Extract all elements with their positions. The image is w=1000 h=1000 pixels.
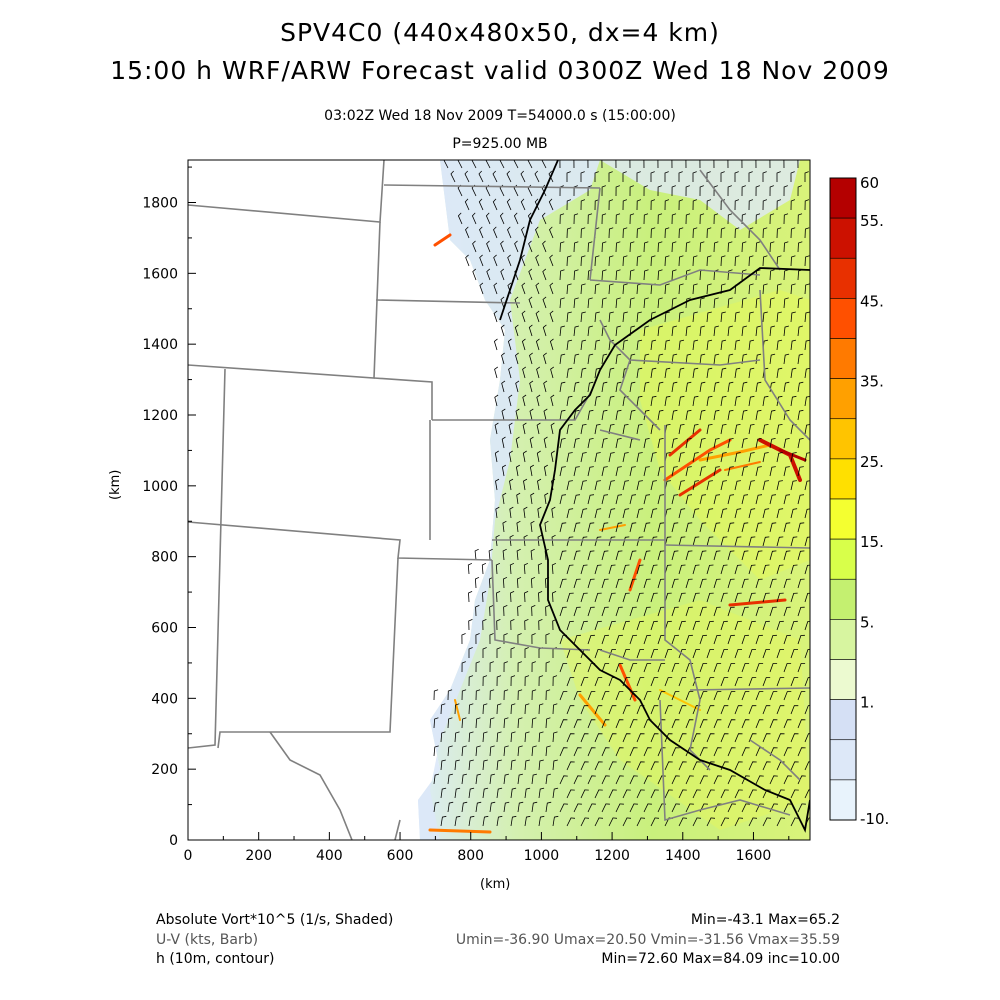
y-axis: 0 200 400 600 800 1000 1200 1400 1600 1800 <box>142 166 196 849</box>
colorbar-label: -10. <box>860 810 889 828</box>
state-boundaries <box>188 160 810 840</box>
y-tick-label: 0 <box>169 833 178 849</box>
y-tick-label: 400 <box>151 691 178 707</box>
colorbar-label: 25. <box>860 453 884 471</box>
x-tick-label: 1600 <box>736 848 772 864</box>
colorbar-swatch <box>829 578 857 620</box>
legend-height-label: h (10m, contour) <box>156 951 275 967</box>
x-tick-label: 400 <box>316 848 343 864</box>
colorbar-swatch <box>829 257 857 299</box>
colorbar-label: 60 <box>860 174 879 192</box>
barb-field <box>433 160 810 827</box>
colorbar-swatch <box>829 418 857 460</box>
legend-height-range: Min=72.60 Max=84.09 inc=10.00 <box>601 951 840 967</box>
colorbar-swatch <box>829 177 857 219</box>
height-contours <box>499 160 810 833</box>
x-tick-label: 600 <box>387 848 414 864</box>
colorbar-border <box>829 177 857 821</box>
colorbar-label: 35. <box>860 373 884 391</box>
colorbar-swatch <box>829 458 857 500</box>
colorbar-label: 1. <box>860 694 874 712</box>
x-tick-label: 1000 <box>524 848 560 864</box>
colorbar-swatch <box>829 378 857 420</box>
x-tick-label: 200 <box>245 848 272 864</box>
colorbar-swatch <box>829 699 857 741</box>
colorbar-swatch <box>829 498 857 540</box>
colorbar-swatch <box>829 338 857 379</box>
valid-time-line: 03:02Z Wed 18 Nov 2009 T=54000.0 s (15:0… <box>324 108 676 124</box>
colorbar-swatch <box>829 298 857 339</box>
y-tick-label: 1200 <box>142 408 178 424</box>
y-tick-label: 1400 <box>142 337 178 353</box>
legend-vorticity-label: Absolute Vort*10^5 (1/s, Shaded) <box>156 912 394 928</box>
y-tick-label: 200 <box>151 762 178 778</box>
y-tick-label: 1000 <box>142 479 178 495</box>
colorbar-swatch <box>829 619 857 660</box>
colorbar-label: 45. <box>860 292 884 310</box>
y-tick-label: 600 <box>151 621 178 637</box>
colorbar-swatch <box>829 538 857 580</box>
legend-barb-label: U-V (kts, Barb) <box>156 932 259 948</box>
wind-barbs <box>433 160 810 827</box>
colorbar-swatch <box>829 217 857 259</box>
y-axis-label: (km) <box>108 469 123 500</box>
x-tick-label: 0 <box>184 848 193 864</box>
pressure-level: P=925.00 MB <box>452 136 548 152</box>
legend-barb-range: Umin=-36.90 Umax=20.50 Vmin=-31.56 Vmax=… <box>455 932 840 948</box>
y-tick-label: 1800 <box>142 196 178 212</box>
colorbar-label: 15. <box>860 533 884 551</box>
x-tick-label: 800 <box>457 848 484 864</box>
colorbar-swatch <box>829 739 857 781</box>
plot-border <box>187 159 811 841</box>
colorbar-label: 55. <box>860 212 884 230</box>
colorbar-label: 5. <box>860 613 874 631</box>
light-blue-region <box>418 160 600 840</box>
y-tick-label: 1600 <box>142 266 178 282</box>
legend-vorticity-range: Min=-43.1 Max=65.2 <box>690 912 840 928</box>
colorbar-swatch <box>829 659 857 700</box>
x-tick-label: 1200 <box>594 848 630 864</box>
x-axis: 0 200 400 600 800 1000 1200 1400 1600 <box>184 832 790 864</box>
y-tick-label: 800 <box>151 550 178 566</box>
x-tick-label: 1400 <box>665 848 701 864</box>
vorticity-streaks <box>428 233 807 834</box>
title-line-2: 15:00 h WRF/ARW Forecast valid 0300Z Wed… <box>110 56 890 85</box>
colorbar: 60 55. 45. 35. 25. 15. 5. 1. -10. <box>829 174 889 828</box>
x-axis-label: (km) <box>480 877 511 892</box>
title-line-1: SPV4C0 (440x480x50, dx=4 km) <box>280 18 720 47</box>
colorbar-swatch <box>829 779 857 821</box>
